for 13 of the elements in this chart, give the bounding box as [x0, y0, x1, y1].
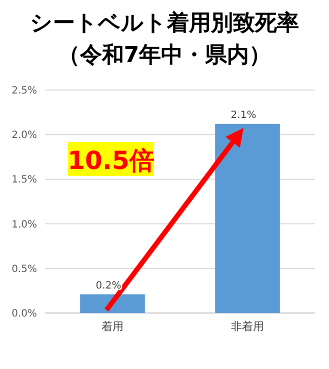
x-tick-label: 非着用 — [231, 320, 264, 333]
y-tick-label: 2.0% — [12, 130, 37, 142]
x-tick-label: 着用 — [102, 320, 124, 333]
y-tick-label: 0.0% — [12, 308, 37, 320]
y-tick-label: 0.5% — [12, 264, 37, 275]
data-label: 0.2% — [96, 280, 122, 292]
y-tick-label: 1.0% — [12, 219, 37, 230]
chart-subtitle: （令和7年中・県内） — [58, 43, 272, 68]
annotation: 10.5倍 — [68, 146, 154, 175]
y-tick-label: 1.5% — [12, 174, 37, 186]
data-label: 2.1% — [230, 110, 256, 121]
y-tick-label: 2.5% — [12, 86, 37, 96]
chart-title: シートベルト着用別致死率 — [30, 10, 299, 36]
